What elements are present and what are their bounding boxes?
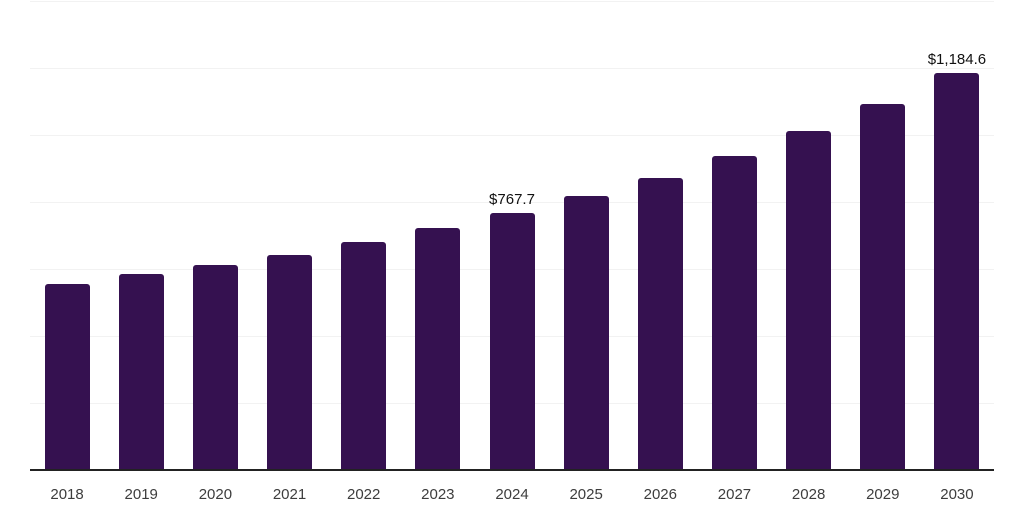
bar-2020	[192, 265, 238, 470]
bar-value-label-2030: $1,184.6	[927, 51, 987, 69]
x-tick-label-2021: 2021	[272, 486, 307, 503]
bar-2025	[563, 196, 609, 470]
bar-2018	[44, 284, 90, 470]
x-tick-label-2023: 2023	[421, 486, 455, 503]
x-tick-label-2028: 2028	[791, 486, 826, 503]
bar-2028	[786, 131, 832, 470]
bar-2019	[118, 274, 164, 470]
gridline-1200	[30, 68, 994, 69]
x-tick-label-2025: 2025	[569, 486, 603, 503]
x-tick-label-2027: 2027	[717, 486, 752, 503]
x-tick-label-2029: 2029	[866, 486, 900, 503]
x-axis-line	[30, 469, 994, 471]
bar-2024	[489, 212, 535, 470]
bar-2029	[860, 104, 906, 470]
bar-value-label-2024: $767.7	[489, 190, 535, 208]
bar-2030	[934, 73, 980, 470]
x-tick-label-2022: 2022	[347, 486, 381, 503]
bar-2027	[711, 155, 757, 470]
x-tick-label-2018: 2018	[50, 486, 84, 503]
gridline-800	[30, 202, 994, 203]
x-tick-label-2024: 2024	[495, 486, 529, 503]
gridline-1400	[30, 1, 994, 2]
gridline-1000	[30, 135, 994, 136]
x-tick-label-2019: 2019	[124, 486, 158, 503]
bar-2023	[415, 228, 461, 470]
x-tick-label-2020: 2020	[198, 486, 233, 503]
bar-2026	[637, 177, 683, 470]
bar-2022	[341, 242, 387, 470]
x-tick-label-2026: 2026	[643, 486, 677, 503]
bar-2021	[267, 254, 313, 470]
x-tick-label-2030: 2030	[940, 486, 974, 503]
